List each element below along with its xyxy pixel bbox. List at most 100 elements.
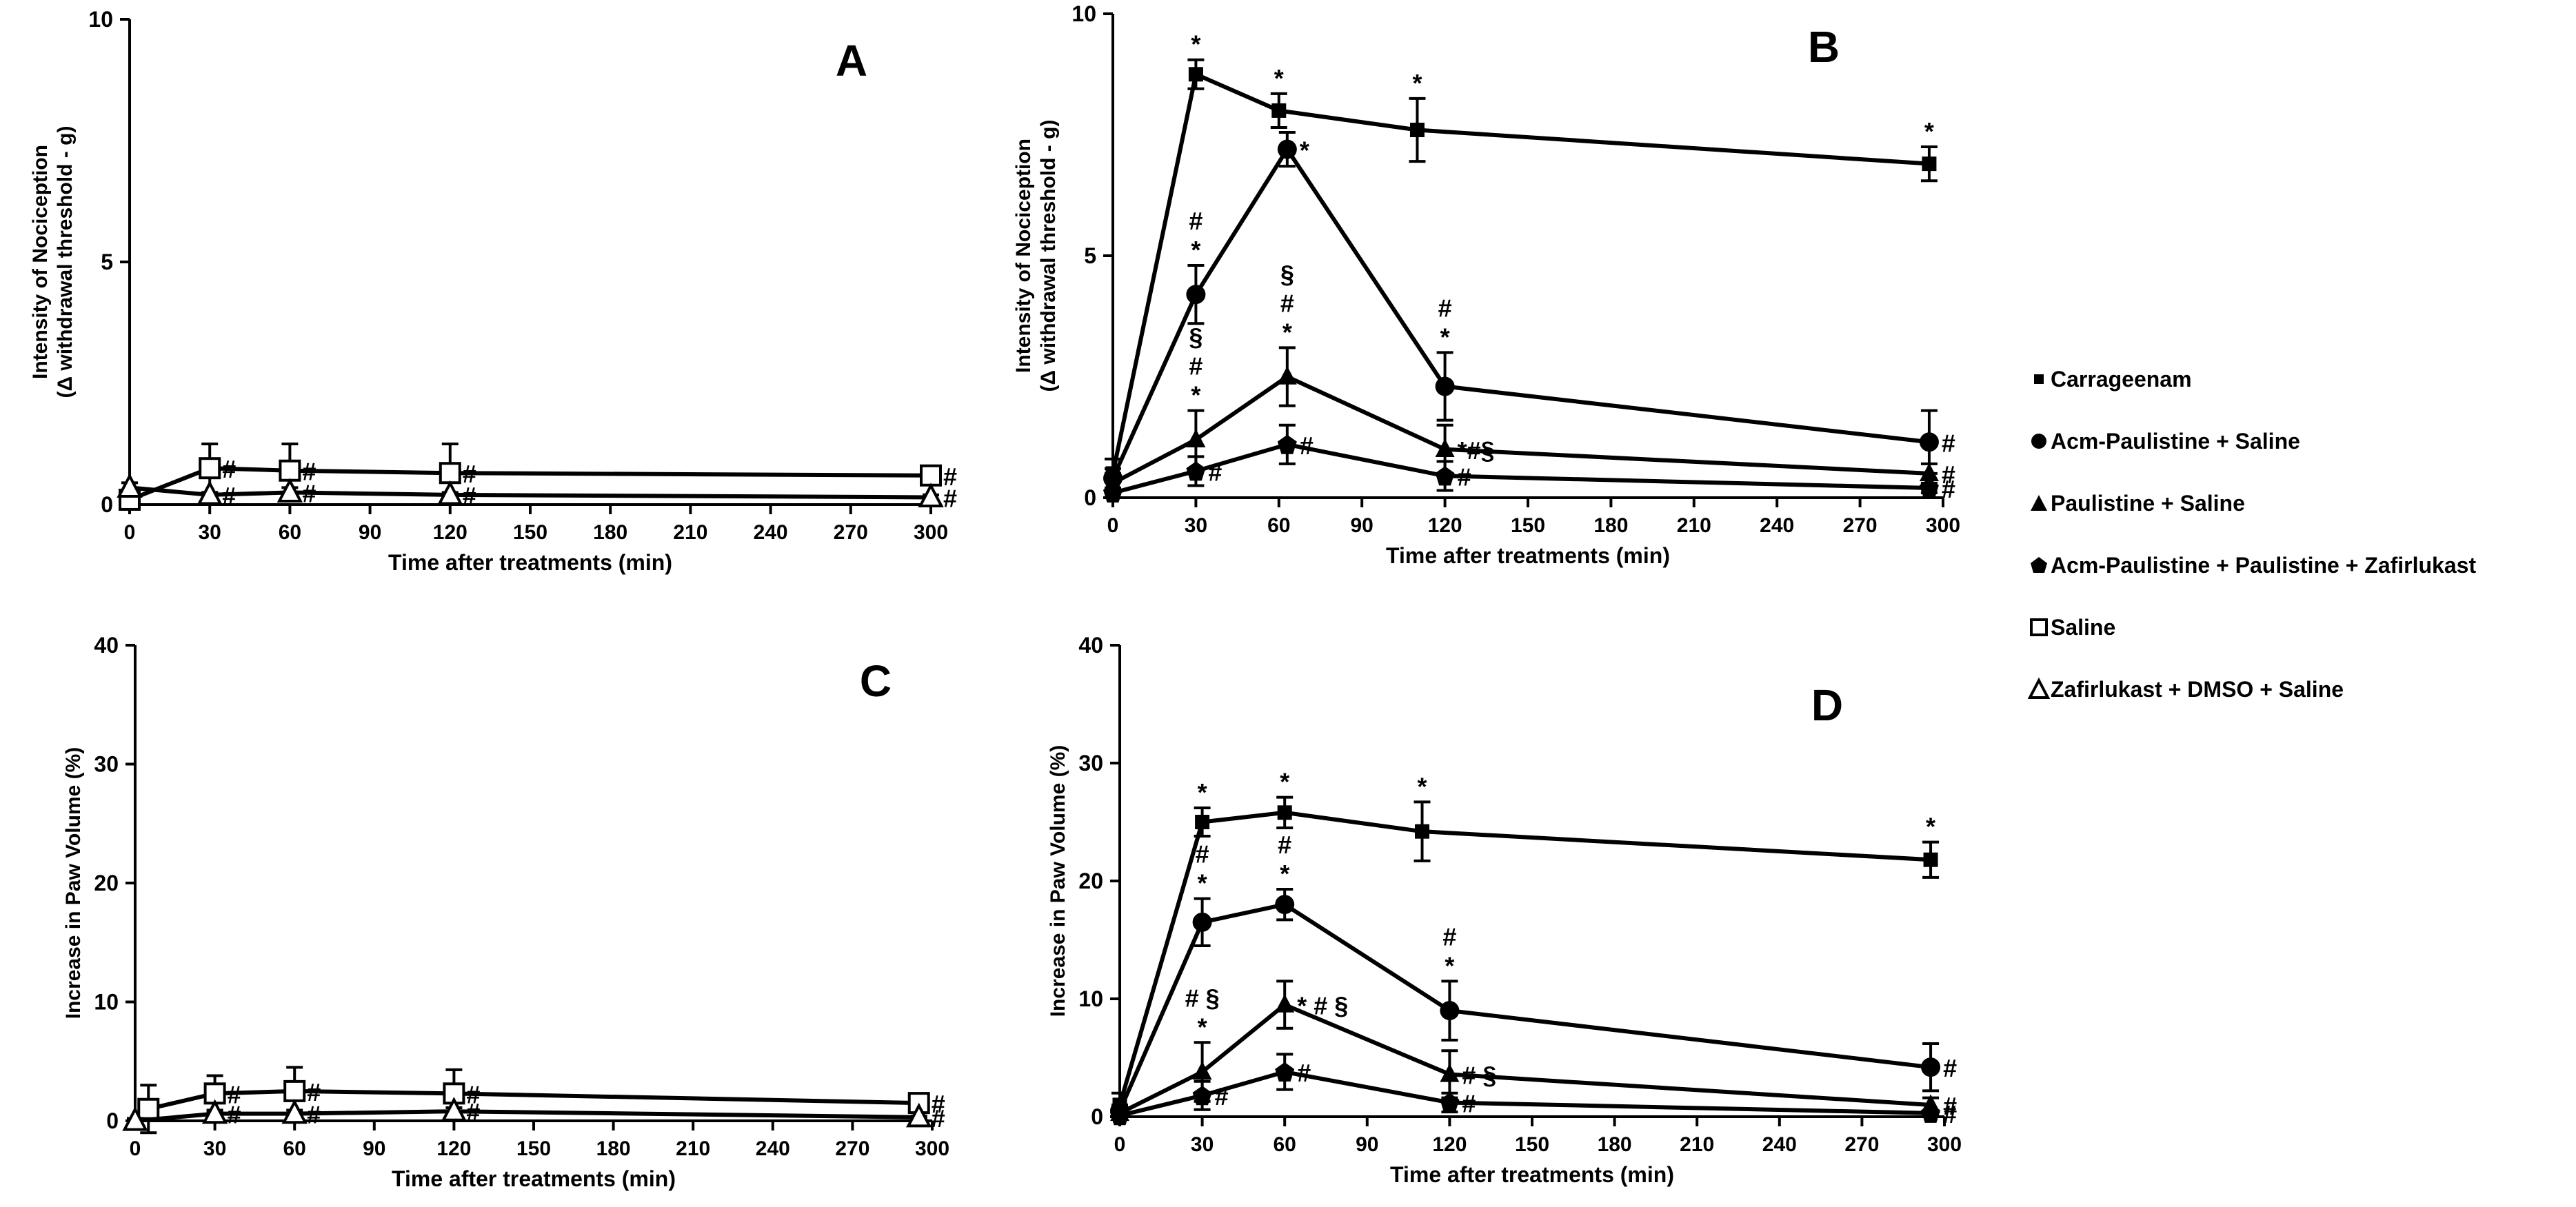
series-square-filled: * * * *	[1105, 30, 1938, 489]
marker-pentagon-filled	[1103, 483, 1123, 503]
marker-circle-filled	[1186, 285, 1206, 305]
significance-label: #	[932, 1090, 945, 1118]
x-tick-label: 300	[1927, 1133, 1962, 1156]
significance-label: #	[1196, 840, 1209, 869]
x-tick-label: 240	[1762, 1133, 1797, 1156]
significance-label: #	[1942, 475, 1955, 503]
series-line	[129, 485, 932, 500]
marker-triangle-open	[437, 480, 463, 505]
y-tick-label: 30	[1078, 751, 1103, 775]
significance-label: #	[307, 1078, 321, 1106]
marker-circle-filled	[1277, 139, 1297, 159]
marker-square-open	[439, 462, 461, 485]
triangle-filled-icon	[2031, 495, 2047, 511]
marker-square-filled	[1922, 156, 1937, 172]
significance-label: *	[1282, 318, 1292, 346]
x-tick-label: 180	[1593, 514, 1628, 537]
x-tick-label: 150	[516, 1137, 551, 1160]
significance-label: §	[1189, 323, 1203, 352]
x-tick-label: 120	[1432, 1133, 1467, 1156]
x-tick-label: 270	[1843, 514, 1878, 537]
y-tick-label: 0	[101, 492, 113, 517]
square-filled-icon	[2034, 374, 2044, 384]
marker-circle-filled	[1435, 376, 1455, 396]
marker-square-filled	[1415, 824, 1430, 839]
x-tick-label: 0	[1107, 514, 1119, 537]
significance-label: #	[302, 479, 316, 507]
legend-item-zafirlukast-dmso-saline: Zafirlukast + DMSO + Saline	[2027, 676, 2344, 703]
significance-label: #	[222, 482, 236, 510]
significance-label: # §	[1462, 1061, 1496, 1089]
significance-label: §	[1280, 260, 1294, 288]
series-square-filled: * * * *	[1111, 768, 1940, 1118]
marker-triangle-filled	[1103, 472, 1123, 491]
y-tick-label: 0	[1084, 485, 1096, 510]
marker-square-filled	[1409, 122, 1425, 137]
marker-triangle-filled	[1440, 1064, 1460, 1082]
legend-label: Carrageenam	[2051, 366, 2192, 392]
significance-label: *	[1418, 772, 1427, 800]
marker-circle-filled	[1275, 895, 1295, 915]
x-tick-label: 210	[673, 521, 707, 544]
x-axis-label: Time after treatments (min)	[1386, 543, 1670, 568]
marker-triangle-filled	[1192, 1061, 1212, 1080]
significance-label: #	[1208, 458, 1222, 486]
panel-letter: A	[836, 36, 867, 85]
series-square-open: # # # #	[119, 443, 957, 511]
x-tick-label: 150	[1515, 1133, 1549, 1156]
x-tick-label: 120	[433, 521, 467, 544]
x-tick-label: 0	[130, 1137, 141, 1160]
x-axis-label: Time after treatments (min)	[388, 550, 672, 575]
x-tick-label: 90	[359, 521, 381, 544]
series-circle-filled: *#**##	[1103, 130, 1955, 489]
marker-triangle-open	[441, 1097, 467, 1122]
significance-label: #	[1942, 429, 1955, 457]
significance-label: #	[1943, 1092, 1957, 1120]
marker-triangle-open	[281, 1099, 308, 1124]
x-tick-label: 180	[596, 1137, 631, 1160]
x-tick-label: 210	[1680, 1133, 1714, 1156]
marker-square-open	[279, 459, 301, 482]
marker-pentagon-filled	[1440, 1093, 1460, 1113]
x-tick-label: 30	[1185, 514, 1207, 537]
legend-item-paulistine-saline: Paulistine + Saline	[2027, 489, 2245, 517]
significance-label: #	[1462, 1089, 1476, 1117]
marker-pentagon-filled	[1186, 461, 1206, 481]
significance-label: #	[463, 482, 476, 510]
series-pentagon-filled: # # # #	[1103, 423, 1955, 503]
triangle-open-icon	[2027, 678, 2051, 699]
chart-panel-b: 0 30 60 90 120 150 180 210 240 270 300 0 5 10 Time aft…	[1012, 1, 1960, 568]
y-axis-label: Intensity of Nociception	[29, 145, 52, 379]
significance-label: *	[1924, 117, 1934, 145]
x-tick-label: 240	[756, 1137, 790, 1160]
marker-square-open	[137, 1097, 160, 1120]
significance-label: #	[1297, 1059, 1311, 1087]
significance-label: #	[228, 1101, 241, 1129]
legend-label: Saline	[2051, 614, 2116, 640]
significance-label: *	[1280, 768, 1289, 796]
legend-label: Acm-Paulistine + Paulistine + Zafirlukas…	[2051, 552, 2477, 578]
significance-label: *	[1198, 1013, 1207, 1041]
marker-circle-filled	[1440, 1001, 1460, 1021]
significance-label: #	[466, 1080, 480, 1108]
marker-triangle-open	[197, 480, 223, 505]
significance-label: #	[1189, 207, 1203, 235]
marker-pentagon-filled	[1435, 466, 1455, 486]
significance-label: #	[1278, 831, 1291, 859]
x-tick-label: 300	[1926, 514, 1960, 537]
series-line	[148, 1088, 919, 1111]
significance-label: #	[463, 460, 476, 488]
y-tick-label: 20	[1078, 869, 1103, 893]
significance-label: #	[1458, 463, 1471, 491]
marker-triangle-filled	[1435, 438, 1455, 457]
panel-letter: D	[1811, 680, 1843, 730]
significance-label: *	[1198, 869, 1207, 897]
x-tick-label: 150	[1511, 514, 1545, 537]
x-tick-label: 210	[1677, 514, 1711, 537]
x-tick-label: 180	[1598, 1133, 1632, 1156]
significance-label: #	[943, 484, 957, 512]
pentagon-filled-icon	[2031, 557, 2047, 573]
significance-label: *	[1412, 69, 1422, 97]
legend-label: Zafirlukast + DMSO + Saline	[2051, 676, 2344, 702]
square-open-icon	[2030, 618, 2048, 636]
